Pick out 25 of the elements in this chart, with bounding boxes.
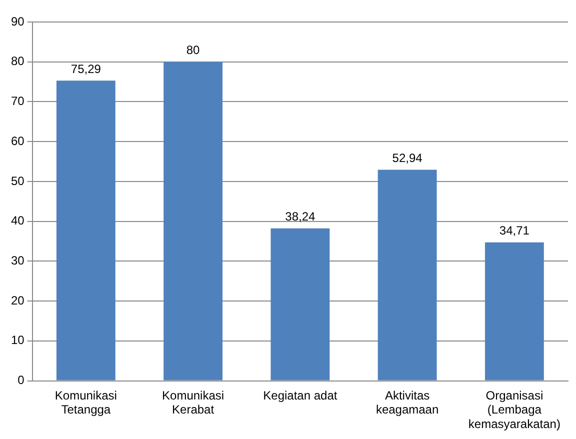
x-tick-label: Organisasi (Lembaga kemasyarakatan) — [468, 388, 560, 432]
bar — [378, 170, 437, 380]
bar — [270, 228, 330, 380]
y-tick-label: 70 — [10, 94, 25, 108]
bar — [164, 62, 223, 380]
y-tick-label: 60 — [10, 134, 25, 148]
data-label: 38,24 — [285, 210, 316, 224]
y-tick-label: 50 — [10, 174, 25, 188]
data-label: 80 — [186, 43, 200, 58]
y-tick-label: 0 — [18, 373, 25, 388]
x-tick-label: Komunikasi Tetangga — [54, 388, 117, 417]
y-tick-label: 80 — [10, 54, 25, 68]
data-label: 34,71 — [499, 224, 530, 238]
x-tick-label: Komunikasi Kerabat — [162, 388, 224, 417]
bar — [56, 80, 116, 380]
y-tick-label: 10 — [10, 333, 25, 348]
y-tick-label: 20 — [10, 293, 25, 308]
y-tick-label: 90 — [10, 14, 25, 28]
data-label: 75,29 — [70, 62, 102, 76]
data-label: 52,94 — [392, 151, 423, 166]
bar — [484, 242, 544, 380]
x-tick-label: Kegiatan adat — [263, 388, 338, 402]
y-tick-label: 30 — [10, 254, 25, 268]
x-tick-label: Aktivitas keagamaan — [376, 388, 439, 417]
y-tick-label: 40 — [10, 214, 25, 228]
